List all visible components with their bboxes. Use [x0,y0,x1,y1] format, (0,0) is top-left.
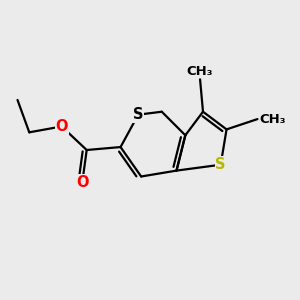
Text: CH₃: CH₃ [260,112,286,126]
Text: S: S [215,157,226,172]
Text: O: O [56,119,68,134]
Text: S: S [133,107,143,122]
Text: O: O [76,175,88,190]
Text: CH₃: CH₃ [187,64,213,78]
